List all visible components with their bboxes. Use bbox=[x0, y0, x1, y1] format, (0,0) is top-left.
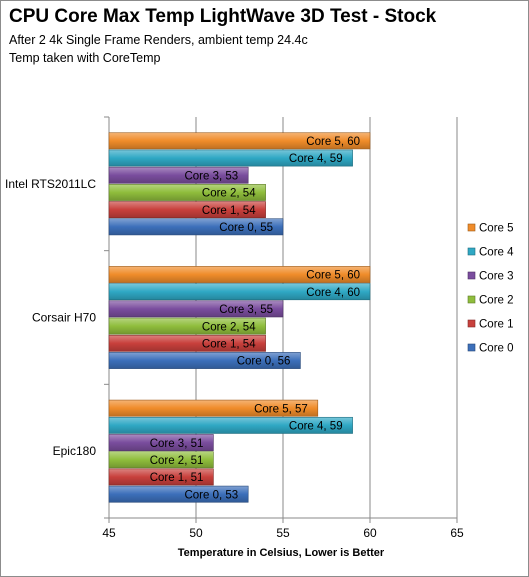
bar-data-label: Core 0, 55 bbox=[219, 222, 273, 234]
x-tick-label-65: 65 bbox=[450, 526, 464, 540]
bar-core-4 bbox=[108, 416, 353, 434]
bar-data-label: Core 4, 59 bbox=[289, 421, 343, 433]
legend-swatch bbox=[467, 271, 476, 280]
x-tick-label-60: 60 bbox=[363, 526, 377, 540]
chart-subtitle-line-2: Temp taken with CoreTemp bbox=[9, 51, 161, 65]
bar-core-0 bbox=[108, 485, 249, 503]
bar-data-label: Core 0, 56 bbox=[237, 356, 291, 368]
bar-core-2 bbox=[108, 451, 214, 469]
legend-swatch bbox=[467, 343, 476, 352]
legend-label: Core 5 bbox=[479, 223, 514, 235]
category-label: Corsair H70 bbox=[32, 311, 96, 325]
legend-label: Core 2 bbox=[479, 295, 514, 307]
x-tick-label-45: 45 bbox=[102, 526, 116, 540]
category-label: Epic180 bbox=[53, 444, 97, 458]
legend-label: Core 1 bbox=[479, 319, 514, 331]
x-tick-label-50: 50 bbox=[189, 526, 203, 540]
bar-core-1 bbox=[108, 334, 266, 352]
bar-core-4 bbox=[108, 283, 371, 301]
bar-core-3 bbox=[108, 166, 249, 184]
legend-swatch bbox=[467, 295, 476, 304]
bar-data-label: Core 3, 51 bbox=[150, 438, 204, 450]
legend-swatch bbox=[467, 223, 476, 232]
chart-subtitle-line-1: After 2 4k Single Frame Renders, ambient… bbox=[9, 33, 308, 47]
bar-core-5 bbox=[108, 399, 319, 417]
bar-data-label: Core 4, 60 bbox=[306, 287, 360, 299]
bar-core-3 bbox=[108, 434, 214, 451]
legend-label: Core 3 bbox=[479, 271, 514, 283]
bar-data-label: Core 5, 60 bbox=[306, 136, 360, 148]
bar-data-label: Core 3, 53 bbox=[184, 170, 238, 182]
bar-core-2 bbox=[108, 317, 266, 335]
legend-swatch bbox=[467, 247, 476, 256]
bar-core-0 bbox=[108, 218, 284, 236]
bar-core-3 bbox=[108, 300, 284, 318]
bar-core-1 bbox=[108, 468, 214, 486]
bar-core-0 bbox=[108, 352, 301, 369]
bar-data-label: Core 2, 54 bbox=[202, 321, 256, 333]
bar-data-label: Core 0, 53 bbox=[184, 489, 238, 501]
bar-core-5 bbox=[108, 266, 371, 283]
bar-core-1 bbox=[108, 201, 266, 219]
chart-title: CPU Core Max Temp LightWave 3D Test - St… bbox=[9, 6, 437, 27]
legend-swatch bbox=[467, 319, 476, 328]
bar-core-5 bbox=[108, 132, 371, 150]
bar-data-label: Core 5, 60 bbox=[306, 270, 360, 282]
bar-data-label: Core 3, 55 bbox=[219, 304, 273, 316]
bar-data-label: Core 1, 54 bbox=[202, 339, 256, 351]
bar-data-label: Core 2, 51 bbox=[150, 455, 204, 467]
x-tick-label-55: 55 bbox=[276, 526, 290, 540]
bar-data-label: Core 2, 54 bbox=[202, 188, 256, 200]
bar-core-4 bbox=[108, 149, 353, 167]
category-label: Intel RTS2011LC bbox=[5, 177, 96, 191]
bar-data-label: Core 4, 59 bbox=[289, 153, 343, 165]
bar-core-2 bbox=[108, 184, 266, 201]
legend-label: Core 0 bbox=[479, 343, 514, 355]
bar-data-label: Core 1, 51 bbox=[150, 472, 204, 484]
legend-label: Core 4 bbox=[479, 247, 514, 259]
bar-data-label: Core 5, 57 bbox=[254, 403, 308, 415]
x-axis-label: Temperature in Celsius, Lower is Better bbox=[178, 547, 385, 559]
bar-data-label: Core 1, 54 bbox=[202, 205, 256, 217]
